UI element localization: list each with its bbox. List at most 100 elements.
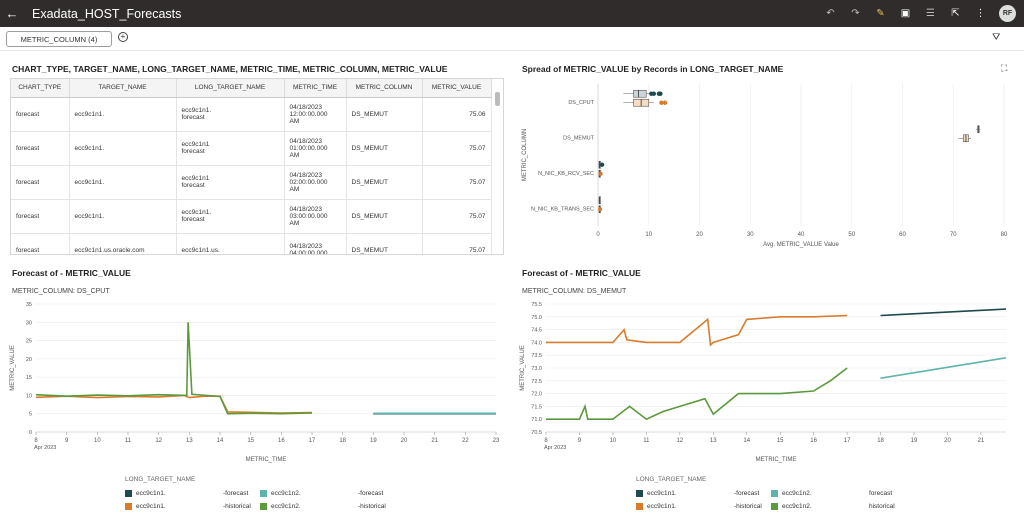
legend-item[interactable]: ecc9c1n2. <box>771 503 812 510</box>
undo-icon[interactable]: ↶ <box>826 8 835 19</box>
legend-swatch <box>771 490 778 497</box>
x-tick-label: 30 <box>747 232 754 238</box>
present-icon[interactable]: ▣ <box>900 8 911 19</box>
metric-column-filter-pill[interactable]: METRIC_COLUMN (4) <box>6 31 112 47</box>
column-header[interactable]: LONG_TARGET_NAME <box>176 79 285 98</box>
legend-suffix: forecast <box>869 490 893 497</box>
series-line <box>35 322 313 415</box>
x-tick-label: 17 <box>844 438 851 444</box>
filter-bar: METRIC_COLUMN (4) + ⛛ <box>0 27 1024 51</box>
filter-funnel-icon[interactable]: ⛛ <box>992 32 1001 43</box>
time-line: 12:00:00.000 <box>289 110 328 118</box>
column-header[interactable]: METRIC_TIME <box>284 79 347 98</box>
x-month-label: Apr 2023 <box>544 445 566 451</box>
workbook-title: Exadata_HOST_Forecasts <box>32 6 182 21</box>
cell-target-name: ecc9c1n1.us.oracle.com <box>69 233 177 254</box>
x-tick-label: 18 <box>339 438 346 444</box>
category-label: DS_MEMUT <box>563 135 595 141</box>
x-tick-label: 20 <box>944 438 951 444</box>
cell-chart-type: forecast <box>11 233 70 254</box>
legend-swatch <box>260 503 267 510</box>
column-header[interactable]: CHART_TYPE <box>11 79 70 98</box>
cell-metric-time: 04/18/2023 02:00:00.000 AM <box>284 165 347 200</box>
cell-target-name: ecc9c1n1. <box>69 131 177 166</box>
x-month-label: Apr 2023 <box>34 445 56 451</box>
forecast-left-chart: 0 5 10 15 20 25 30 35 8 9 10 11 12 13 14 15 16 17 18 19 20 21… <box>10 302 500 463</box>
column-header[interactable]: METRIC_COLUMN <box>346 79 423 98</box>
x-tick-label: 17 <box>309 438 316 444</box>
y-tick-label: 25 <box>26 339 32 345</box>
cell-metric-column: DS_MEMUT <box>346 199 423 234</box>
time-line: 04/18/2023 <box>289 137 323 145</box>
table-row[interactable]: forecast ecc9c1n1. ecc9c1n1 forecast 04/18/2… <box>11 165 492 200</box>
series-line <box>35 394 313 414</box>
edit-icon[interactable]: ✎ <box>876 8 885 19</box>
x-axis-label: METRIC_TIME <box>246 457 287 463</box>
legend-item[interactable]: ecc9c1n2. <box>260 490 301 497</box>
legend-swatch <box>771 503 778 510</box>
long-target-line: forecast <box>181 114 205 121</box>
time-line: 04/18/2023 <box>289 103 323 111</box>
x-tick-label: 19 <box>370 438 377 444</box>
y-axis-label: METRIC_VALUE <box>520 345 526 391</box>
x-tick-label: 10 <box>610 438 617 444</box>
legend-item[interactable]: ecc9c1n2. <box>260 503 301 510</box>
column-header[interactable]: METRIC_VALUE <box>422 79 492 98</box>
toolbar: ↶ ↷ ✎ ▣ ☰ ⇱ ⋮ RF <box>818 0 1016 27</box>
legend-item[interactable]: ecc9c1n1. <box>125 490 166 497</box>
export-icon[interactable]: ⇱ <box>951 8 960 19</box>
legend-item[interactable]: ecc9c1n2. <box>771 490 812 497</box>
x-tick-label: 50 <box>848 232 855 238</box>
long-target-line: ecc9c1n1.us. <box>181 246 220 254</box>
redo-icon[interactable]: ↷ <box>851 8 860 19</box>
y-tick-label: 30 <box>26 320 32 326</box>
time-line: 04:00:00.000 <box>289 250 328 255</box>
forecast-left-title: Forecast of - METRIC_VALUE <box>12 268 131 278</box>
x-tick-label: 20 <box>696 232 703 238</box>
series-line <box>880 357 1007 379</box>
box <box>633 89 647 98</box>
time-line: AM <box>289 219 300 227</box>
y-tick-label: 72.5 <box>531 379 542 385</box>
legend-item[interactable]: ecc9c1n1. <box>636 503 677 510</box>
cell-metric-value: 75.07 <box>422 165 492 200</box>
table-row[interactable]: forecast ecc9c1n1. ecc9c1n1. forecast 04/18/… <box>11 97 492 132</box>
legend-label: ecc9c1n1. <box>647 490 677 497</box>
spread-chart: 0 10 20 30 40 50 60 70 80 Avg. METRIC_VALUE Value… <box>522 84 1008 248</box>
x-tick-label: 21 <box>978 438 985 444</box>
add-filter-icon[interactable]: + <box>118 32 128 42</box>
legend-suffix: -forecast <box>358 490 384 497</box>
notes-icon[interactable]: ☰ <box>926 8 935 19</box>
outlier-point <box>662 100 668 105</box>
more-icon[interactable]: ⋮ <box>975 8 986 19</box>
cell-metric-value: 75.06 <box>422 97 492 132</box>
table-row[interactable]: forecast ecc9c1n1.us.oracle.com ecc9c1n1.u… <box>11 233 492 255</box>
y-tick-label: 74.5 <box>531 328 542 334</box>
column-header[interactable]: TARGET_NAME <box>69 79 177 98</box>
legend-item[interactable]: ecc9c1n1. <box>125 503 166 510</box>
avatar[interactable]: RF <box>999 5 1016 22</box>
table-row[interactable]: forecast ecc9c1n1. ecc9c1n1. forecast 04/18/… <box>11 199 492 234</box>
time-line: AM <box>289 185 300 193</box>
y-tick-label: 0 <box>29 430 32 436</box>
y-tick-label: 5 <box>29 412 32 418</box>
x-tick-label: 16 <box>278 438 285 444</box>
legend-right-title: LONG_TARGET_NAME <box>636 476 707 483</box>
table-scrollbar[interactable] <box>495 92 500 106</box>
x-tick-label: 70 <box>950 232 957 238</box>
cell-target-name: ecc9c1n1. <box>69 199 177 234</box>
legend-item[interactable]: ecc9c1n1. <box>636 490 677 497</box>
x-tick-label: 14 <box>217 438 224 444</box>
expand-icon[interactable]: ⛶ <box>1001 63 1008 73</box>
outlier-point <box>658 91 663 96</box>
legend-suffix: -forecast <box>734 490 760 497</box>
back-arrow-icon[interactable]: ← <box>5 6 19 21</box>
legend-swatch <box>125 490 132 497</box>
x-tick-label: 10 <box>645 232 652 238</box>
x-tick-label: 9 <box>578 438 582 444</box>
y-tick-label: 73.0 <box>531 366 542 372</box>
category-label: DS_CPUT <box>568 100 594 106</box>
cell-long-target-name: ecc9c1n1 forecast <box>176 165 285 200</box>
y-tick-label: 10 <box>26 393 32 399</box>
table-row[interactable]: forecast ecc9c1n1. ecc9c1n1 forecast 04/18/2… <box>11 131 492 166</box>
